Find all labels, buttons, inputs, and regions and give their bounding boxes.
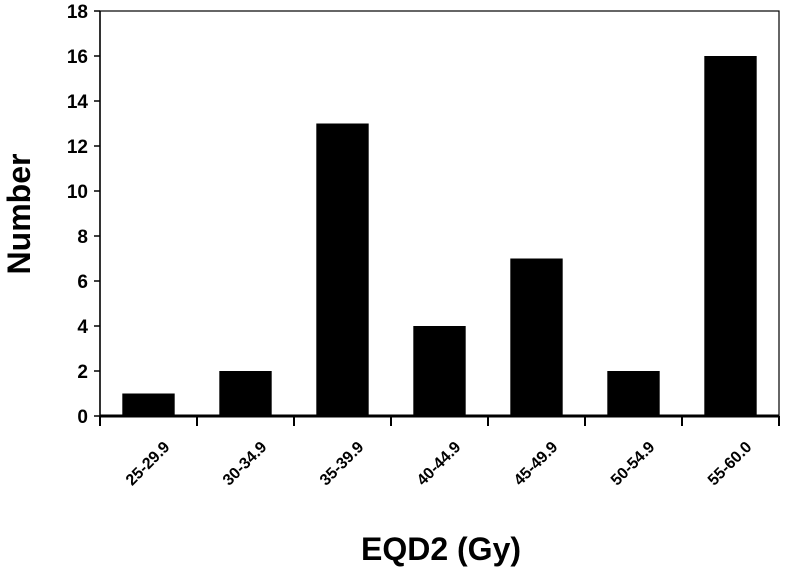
y-tick-label: 6 xyxy=(77,272,88,293)
bars xyxy=(122,56,757,416)
bar-25-29.9 xyxy=(122,393,175,416)
y-tick-label: 4 xyxy=(77,317,88,338)
x-tick-label: 40-44.9 xyxy=(414,439,464,489)
x-tick-label: 55-60.0 xyxy=(705,439,755,489)
bar-40-44.9 xyxy=(413,326,466,416)
bar-30-34.9 xyxy=(219,371,272,416)
y-tick-label: 12 xyxy=(67,137,88,158)
y-tick-label: 16 xyxy=(67,47,88,68)
y-tick-label: 2 xyxy=(77,362,88,383)
y-axis-title: Number xyxy=(1,154,37,275)
x-tick-label: 45-49.9 xyxy=(511,439,561,489)
y-tick-label: 8 xyxy=(77,227,88,248)
bar-35-39.9 xyxy=(316,123,369,416)
bar-50-54.9 xyxy=(607,371,660,416)
y-tick-label: 14 xyxy=(67,92,89,113)
y-tick-label: 18 xyxy=(67,2,88,23)
x-tick-label: 50-54.9 xyxy=(608,439,658,489)
y-tick-label: 10 xyxy=(67,182,88,203)
y-tick-label: 0 xyxy=(77,407,88,428)
y-axis: 0 2 4 6 8 10 12 14 16 18 xyxy=(67,2,100,428)
x-axis: 25-29.9 30-34.9 35-39.9 40-44.9 45-49.9 50-54… xyxy=(99,416,780,489)
bar-55-60.0 xyxy=(704,56,757,416)
x-tick-label: 30-34.9 xyxy=(220,439,270,489)
x-axis-title: EQD2 (Gy) xyxy=(361,531,521,567)
bar-45-49.9 xyxy=(510,258,563,416)
x-tick-label: 35-39.9 xyxy=(317,439,367,489)
x-tick-label: 25-29.9 xyxy=(123,439,173,489)
